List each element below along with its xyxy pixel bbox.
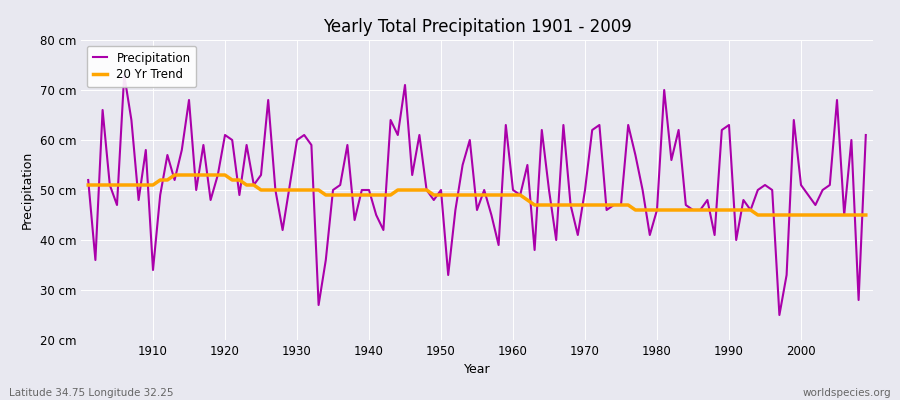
X-axis label: Year: Year [464,364,490,376]
Precipitation [601,208,612,212]
Text: worldspecies.org: worldspecies.org [803,388,891,398]
20 Yr Trend [752,213,763,218]
20 Yr Trend [83,182,94,187]
Y-axis label: Precipitation: Precipitation [21,151,34,229]
Legend: Precipitation, 20 Yr Trend: Precipitation, 20 Yr Trend [87,46,196,87]
Precipitation [860,133,871,138]
Line: Precipitation: Precipitation [88,75,866,315]
20 Yr Trend [601,202,612,207]
Title: Yearly Total Precipitation 1901 - 2009: Yearly Total Precipitation 1901 - 2009 [322,18,632,36]
Precipitation [119,73,130,78]
20 Yr Trend [169,173,180,178]
20 Yr Trend [140,182,151,187]
Text: Latitude 34.75 Longitude 32.25: Latitude 34.75 Longitude 32.25 [9,388,174,398]
Precipitation [148,268,158,272]
20 Yr Trend [515,193,526,198]
20 Yr Trend [306,188,317,192]
Precipitation [774,313,785,318]
Precipitation [349,218,360,222]
Precipitation [515,193,526,198]
20 Yr Trend [349,193,360,198]
20 Yr Trend [860,213,871,218]
Precipitation [508,188,518,192]
Precipitation [306,142,317,147]
Precipitation [83,178,94,182]
20 Yr Trend [508,193,518,198]
Line: 20 Yr Trend: 20 Yr Trend [88,175,866,215]
